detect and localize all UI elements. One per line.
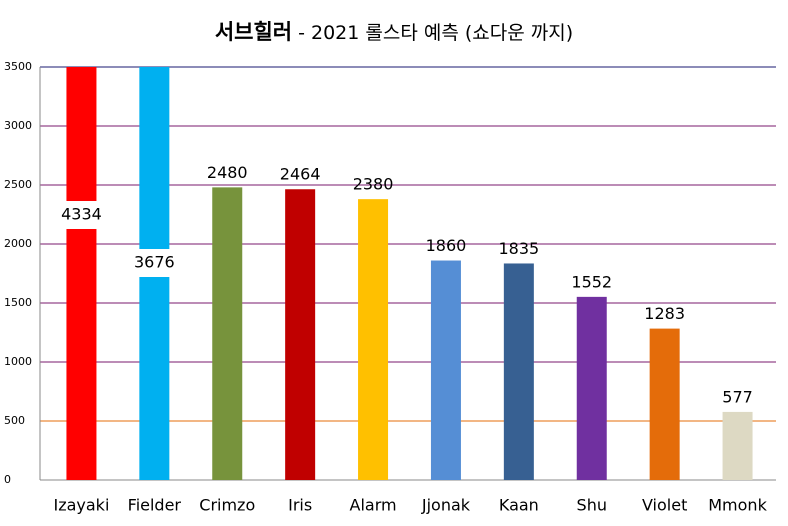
y-tick-label: 1000 bbox=[4, 355, 32, 368]
bar bbox=[576, 296, 607, 480]
value-label: 3676 bbox=[134, 253, 175, 272]
value-label: 1283 bbox=[644, 304, 685, 323]
value-label: 4334 bbox=[61, 205, 102, 224]
value-label: 1835 bbox=[498, 239, 539, 258]
x-tick-label: Kaan bbox=[499, 496, 539, 515]
bars bbox=[66, 67, 753, 480]
value-label: 2380 bbox=[353, 175, 394, 194]
x-tick-label: Fielder bbox=[128, 496, 182, 515]
value-label: 1860 bbox=[426, 236, 467, 255]
x-tick-label: Iris bbox=[288, 496, 312, 515]
chart-title: 서브힐러 - 2021 롤스타 예측 (쇼다운 까지) bbox=[215, 20, 573, 44]
value-label: 2464 bbox=[280, 165, 321, 184]
bar bbox=[358, 199, 389, 480]
value-label: 1552 bbox=[571, 272, 612, 291]
value-label: 2480 bbox=[207, 163, 248, 182]
bar bbox=[285, 189, 316, 480]
x-tick-label: Crimzo bbox=[199, 496, 255, 515]
title-bold: 서브힐러 bbox=[215, 20, 292, 44]
y-tick-label: 2000 bbox=[4, 237, 32, 250]
label-gap bbox=[64, 201, 99, 229]
x-tick-label: Mmonk bbox=[708, 496, 767, 515]
y-tick-label: 500 bbox=[4, 414, 25, 427]
y-tick-label: 1500 bbox=[4, 296, 32, 309]
x-tick-label: Shu bbox=[577, 496, 607, 515]
y-tick-label: 3000 bbox=[4, 119, 32, 132]
bar bbox=[430, 260, 461, 480]
x-tick-label: Jjonak bbox=[421, 496, 471, 515]
bar bbox=[649, 328, 680, 480]
bar bbox=[212, 187, 243, 480]
bar bbox=[722, 411, 753, 480]
x-tick-label: Izayaki bbox=[53, 496, 109, 515]
y-tick-label: 2500 bbox=[4, 178, 32, 191]
title-rest: - 2021 롤스타 예측 (쇼다운 까지) bbox=[298, 22, 573, 44]
bar bbox=[503, 263, 534, 480]
y-tick-label: 3500 bbox=[4, 60, 32, 73]
label-gap bbox=[137, 249, 172, 277]
value-label: 577 bbox=[722, 387, 753, 406]
x-tick-label: Alarm bbox=[350, 496, 397, 515]
bar bbox=[66, 67, 97, 480]
x-tick-label: Violet bbox=[642, 496, 687, 515]
y-tick-label: 0 bbox=[4, 473, 11, 486]
